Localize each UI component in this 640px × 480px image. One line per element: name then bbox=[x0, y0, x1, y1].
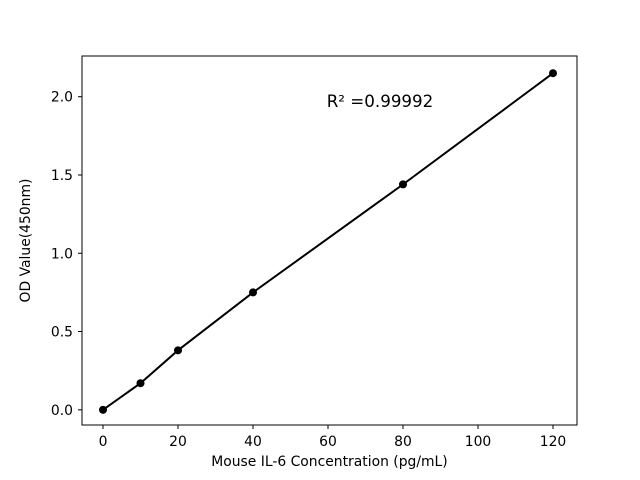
data-series bbox=[99, 69, 557, 414]
x-tick-label: 120 bbox=[540, 434, 567, 450]
x-tick-label: 100 bbox=[465, 434, 492, 450]
y-tick-label: 1.5 bbox=[51, 168, 73, 184]
r-squared-annotation: R² =0.99992 bbox=[327, 91, 434, 111]
data-point-marker bbox=[174, 346, 182, 355]
data-point-marker bbox=[136, 379, 145, 388]
data-point-marker bbox=[249, 288, 257, 297]
y-axis: 0.0 0.5 1.0 1.5 2.0 bbox=[51, 90, 82, 419]
y-tick-label: 0.0 bbox=[51, 403, 73, 419]
x-axis: 0 20 40 60 80 100 120 bbox=[99, 425, 567, 450]
data-point-marker bbox=[399, 180, 407, 189]
y-tick-label: 2.0 bbox=[51, 90, 73, 106]
series-line bbox=[102, 72, 554, 411]
data-point-marker bbox=[99, 405, 107, 414]
x-axis-label: Mouse IL-6 Concentration (pg/mL) bbox=[211, 454, 447, 470]
x-tick-label: 40 bbox=[244, 434, 262, 450]
x-tick-label: 20 bbox=[169, 434, 187, 450]
x-tick-label: 0 bbox=[99, 434, 108, 450]
x-tick-label: 60 bbox=[319, 434, 337, 450]
x-tick-label: 80 bbox=[394, 434, 412, 450]
y-axis-label: OD Value(450nm) bbox=[18, 179, 34, 303]
data-point-marker bbox=[549, 69, 557, 78]
y-tick-label: 1.0 bbox=[51, 246, 73, 262]
y-tick-label: 0.5 bbox=[51, 325, 73, 341]
